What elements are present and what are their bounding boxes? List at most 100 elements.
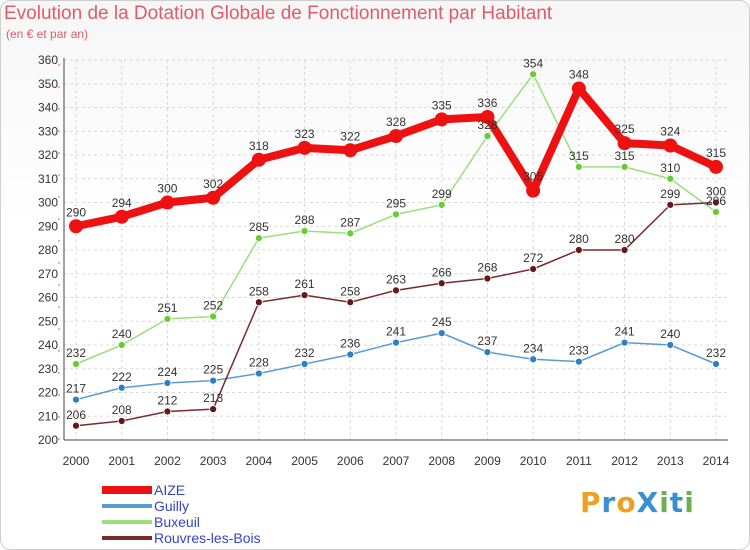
data-label-guilly: 241 [615,325,635,339]
x-tick-label: 2001 [108,454,135,468]
logo-letter: i [659,486,670,519]
legend-label: Buxeuil [154,514,200,530]
point-aize [160,195,175,210]
data-label-buxeuil: 251 [157,301,177,315]
point-buxeuil [117,341,126,349]
point-aize [114,209,129,224]
point-guilly [346,350,355,359]
legend-label: Guilly [154,498,190,514]
point-guilly [620,338,629,347]
point-rouvres-les-bois [392,286,400,295]
point-buxeuil [163,314,172,323]
data-label-rouvres-les-bois: 300 [706,185,726,199]
point-guilly [300,360,309,368]
data-label-aize: 348 [569,68,589,82]
data-label-buxeuil: 328 [477,118,497,132]
x-tick-label: 2012 [611,454,638,468]
point-rouvres-les-bois [163,407,172,416]
data-label-buxeuil: 296 [706,194,726,208]
point-buxeuil [346,229,355,238]
x-tick-label: 2013 [657,454,684,468]
data-label-rouvres-les-bois: 280 [615,232,635,246]
legend-item-rouvres-les-bois: Rouvres-les-Bois [102,530,302,546]
data-label-rouvres-les-bois: 258 [249,284,269,298]
data-label-guilly: 237 [477,334,497,348]
x-tick-label: 2009 [474,454,501,468]
data-label-buxeuil: 315 [615,149,635,163]
data-label-buxeuil: 354 [523,56,543,70]
logo-letter: X [636,486,660,519]
point-aize [389,129,403,143]
point-aize [709,159,723,174]
point-rouvres-les-bois [346,298,355,307]
x-tick-label: 2004 [246,454,273,468]
data-label-guilly: 241 [386,325,406,339]
data-label-aize: 335 [432,98,452,112]
data-label-guilly: 245 [432,315,452,329]
data-label-aize: 290 [66,205,86,219]
data-label-rouvres-les-bois: 299 [660,187,680,201]
point-rouvres-les-bois [72,421,80,430]
point-rouvres-les-bois [529,265,538,273]
point-buxeuil [483,132,492,140]
y-tick-label: 320 [38,148,58,162]
data-label-aize: 315 [706,146,726,160]
point-guilly [117,383,126,392]
data-label-rouvres-les-bois: 206 [66,408,86,422]
proxiti-logo: ProXiti [580,486,695,519]
data-label-aize: 294 [112,196,132,210]
data-label-rouvres-les-bois: 208 [112,403,132,417]
point-aize [297,140,312,155]
x-tick-label: 2008 [428,454,455,468]
data-label-rouvres-les-bois: 263 [386,272,406,286]
point-buxeuil [254,234,263,243]
data-label-guilly: 233 [569,344,589,358]
point-buxeuil [712,208,720,216]
legend-item-aize: AIZE [102,482,302,498]
point-aize [526,183,541,198]
data-label-aize: 305 [523,170,543,184]
point-buxeuil [437,200,446,209]
point-aize [571,81,586,96]
y-tick-label: 220 [38,386,58,400]
logo-letter: P [580,486,602,519]
data-label-buxeuil: 232 [66,346,86,360]
data-label-aize: 325 [615,122,635,136]
point-rouvres-les-bois [437,279,446,288]
point-rouvres-les-bois [117,417,126,425]
point-guilly [392,338,400,347]
data-label-buxeuil: 285 [249,220,269,234]
y-tick-label: 250 [38,314,58,328]
y-tick-label: 200 [38,433,58,447]
x-tick-label: 2014 [703,454,730,468]
point-rouvres-les-bois [712,198,720,207]
data-label-buxeuil: 288 [295,213,315,227]
logo-letter: i [684,486,695,519]
point-aize [343,143,358,158]
point-guilly [163,379,172,387]
y-tick-label: 330 [38,124,58,138]
y-tick-label: 350 [38,77,58,91]
data-label-guilly: 240 [660,327,680,341]
legend-item-guilly: Guilly [102,498,302,514]
point-aize [617,136,632,151]
point-aize [663,138,678,153]
data-label-aize: 336 [477,96,497,110]
point-aize [434,112,449,127]
data-label-aize: 318 [249,139,269,153]
data-label-buxeuil: 240 [112,327,132,341]
data-label-aize: 328 [386,115,406,129]
legend-swatch [102,504,152,508]
data-label-aize: 302 [203,177,223,191]
data-label-rouvres-les-bois: 272 [523,251,543,265]
point-buxeuil [72,360,80,368]
legend-swatch [102,536,152,540]
data-label-buxeuil: 287 [340,215,360,229]
chart-subtitle: (en € et par an) [6,27,89,41]
data-label-buxeuil: 299 [432,187,452,201]
x-tick-label: 2010 [520,454,547,468]
data-label-rouvres-les-bois: 258 [340,284,360,298]
chart-title: Evolution de la Dotation Globale de Fonc… [4,3,553,24]
y-tick-label: 240 [38,338,58,352]
